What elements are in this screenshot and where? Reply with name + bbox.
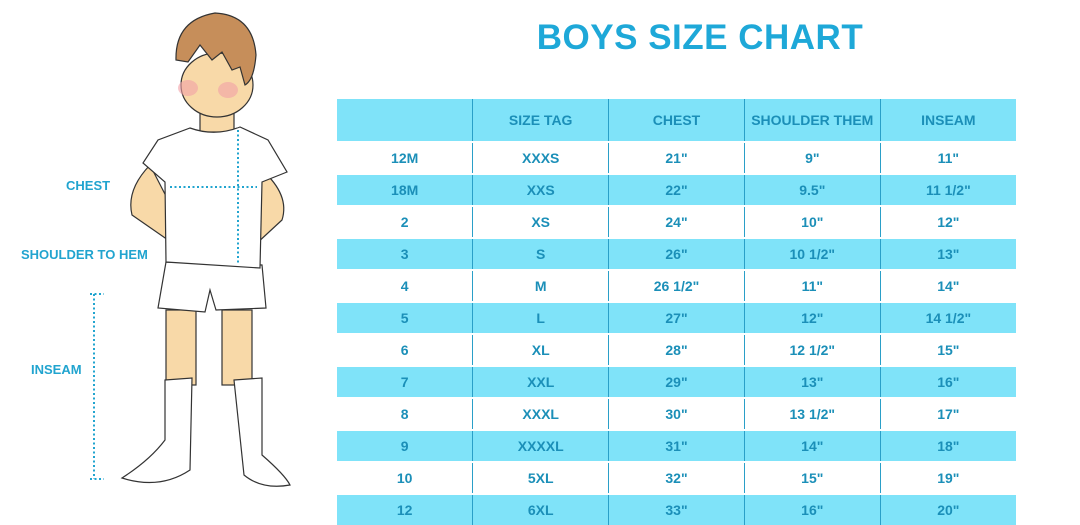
table-cell: 32" bbox=[608, 461, 745, 494]
table-cell: 11" bbox=[879, 141, 1016, 174]
table-row: 12M XXXS 21" 9" 11" bbox=[337, 141, 1016, 174]
table-cell: XL bbox=[472, 333, 609, 366]
table-cell: 14 1/2" bbox=[879, 301, 1016, 334]
table-row: 9 XXXXL 31" 14" 18" bbox=[337, 429, 1016, 462]
table-cell: 12" bbox=[743, 301, 881, 334]
table-cell: 15" bbox=[879, 333, 1016, 366]
table-cell: 4 bbox=[337, 269, 473, 302]
table-row: 10 5XL 32" 15" 19" bbox=[337, 461, 1016, 494]
table-row: 5 L 27" 12" 14 1/2" bbox=[337, 301, 1016, 334]
table-cell: 18" bbox=[879, 429, 1016, 462]
column-header: INSEAM bbox=[879, 99, 1016, 142]
column-header: CHEST bbox=[608, 99, 745, 142]
table-cell: 5XL bbox=[472, 461, 609, 494]
table-cell: XXXS bbox=[472, 141, 609, 174]
table-cell: 17" bbox=[879, 397, 1016, 430]
table-cell: 5 bbox=[337, 301, 473, 334]
table-cell: 14" bbox=[743, 429, 881, 462]
table-cell: 30" bbox=[608, 397, 745, 430]
column-header: SIZE TAG bbox=[472, 99, 609, 142]
column-header: SHOULDER THEM bbox=[743, 99, 881, 142]
table-cell: 10" bbox=[743, 205, 881, 238]
size-chart-table: SIZE TAG CHEST SHOULDER THEM INSEAM 12M XXXS… bbox=[337, 99, 1016, 525]
table-cell: 26" bbox=[608, 237, 745, 270]
table-cell: 13" bbox=[743, 365, 881, 398]
page-title: BOYS SIZE CHART bbox=[536, 18, 864, 57]
table-cell: 8 bbox=[337, 397, 473, 430]
table-cell: 15" bbox=[743, 461, 881, 494]
boy-illustration bbox=[90, 12, 291, 487]
table-cell: 11 1/2" bbox=[879, 173, 1016, 206]
table-cell: XXS bbox=[472, 173, 609, 206]
table-cell: XS bbox=[472, 205, 609, 238]
column-header bbox=[337, 99, 473, 142]
table-cell: 27" bbox=[608, 301, 745, 334]
table-cell: S bbox=[472, 237, 609, 270]
table-cell: 9" bbox=[743, 141, 881, 174]
inseam-label: INSEAM bbox=[31, 362, 82, 377]
table-cell: 12 1/2" bbox=[743, 333, 881, 366]
table-cell: 22" bbox=[608, 173, 745, 206]
table-cell: 10 bbox=[337, 461, 473, 494]
table-cell: 9.5" bbox=[743, 173, 881, 206]
table-cell: L bbox=[472, 301, 609, 334]
chest-label: CHEST bbox=[66, 178, 111, 193]
table-cell: 21" bbox=[608, 141, 745, 174]
table-cell: 2 bbox=[337, 205, 473, 238]
table-row: 3 S 26" 10 1/2" 13" bbox=[337, 237, 1016, 270]
table-row: 8 XXXL 30" 13 1/2" 17" bbox=[337, 397, 1016, 430]
table-cell: 6 bbox=[337, 333, 473, 366]
table-cell: 9 bbox=[337, 429, 473, 462]
table-cell: 19" bbox=[879, 461, 1016, 494]
table-row: 6 XL 28" 12 1/2" 15" bbox=[337, 333, 1016, 366]
table-cell: 14" bbox=[879, 269, 1016, 302]
table-cell: 12" bbox=[879, 205, 1016, 238]
table-row: 18M XXS 22" 9.5" 11 1/2" bbox=[337, 173, 1016, 206]
table-cell: 28" bbox=[608, 333, 745, 366]
table-cell: 10 1/2" bbox=[743, 237, 881, 270]
table-cell: 26 1/2" bbox=[608, 269, 745, 302]
table-cell: 13" bbox=[879, 237, 1016, 270]
table-cell: 16" bbox=[879, 365, 1016, 398]
table-cell: 29" bbox=[608, 365, 745, 398]
table-cell: 11" bbox=[743, 269, 881, 302]
table-cell: 24" bbox=[608, 205, 745, 238]
table-cell: XXXL bbox=[472, 397, 609, 430]
table-cell: 12M bbox=[337, 141, 473, 174]
table-row: 7 XXL 29" 13" 16" bbox=[337, 365, 1016, 398]
table-cell: 3 bbox=[337, 237, 473, 270]
table-cell: 31" bbox=[608, 429, 745, 462]
table-cell: XXXXL bbox=[472, 429, 609, 462]
table-cell: 13 1/2" bbox=[743, 397, 881, 430]
table-cell: 7 bbox=[337, 365, 473, 398]
table-cell: XXL bbox=[472, 365, 609, 398]
table-row: 4 M 26 1/2" 11" 14" bbox=[337, 269, 1016, 302]
table-header-row: SIZE TAG CHEST SHOULDER THEM INSEAM bbox=[337, 99, 1016, 142]
table-cell: 18M bbox=[337, 173, 473, 206]
table-row: 2 XS 24" 10" 12" bbox=[337, 205, 1016, 238]
table-cell: M bbox=[472, 269, 609, 302]
shoulder-to-hem-label: SHOULDER TO HEM bbox=[21, 247, 148, 262]
